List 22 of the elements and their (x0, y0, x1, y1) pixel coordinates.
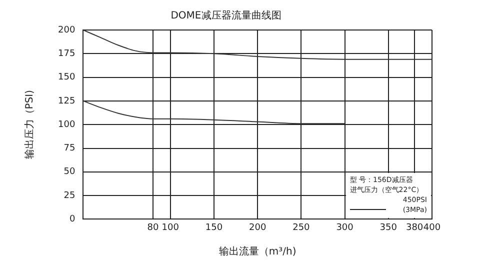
y-axis-title: 输出压力（PSI) (24, 90, 36, 160)
y-tick-label: 125 (58, 96, 76, 106)
y-tick-label: 100 (58, 120, 76, 130)
y-tick-label: 0 (69, 214, 76, 225)
x-tick-label: 80 (147, 222, 159, 233)
y-tick-label: 25 (64, 190, 76, 201)
y-tick-label: 175 (58, 48, 76, 59)
y-tick-label: 75 (64, 144, 76, 154)
x-tick-label: 100 (162, 222, 180, 233)
x-tick-label: 300 (336, 222, 354, 233)
x-tick-label: 150 (205, 222, 223, 233)
y-tick-label: 150 (58, 72, 76, 83)
chart-title: DOME减压器流量曲线图 (170, 10, 282, 22)
y-tick-label: 200 (58, 25, 76, 36)
x-tick-label: 400 (423, 222, 441, 233)
x-axis-title: 输出流量（m³/h) (218, 246, 296, 258)
x-tick-label: 250 (292, 222, 310, 233)
x-tick-label: 350 (380, 222, 398, 233)
x-tick-label: 200 (248, 222, 266, 233)
x-tick-label: 380 (406, 222, 424, 233)
y-tick-label: 50 (64, 167, 76, 178)
line-series (83, 100, 346, 124)
